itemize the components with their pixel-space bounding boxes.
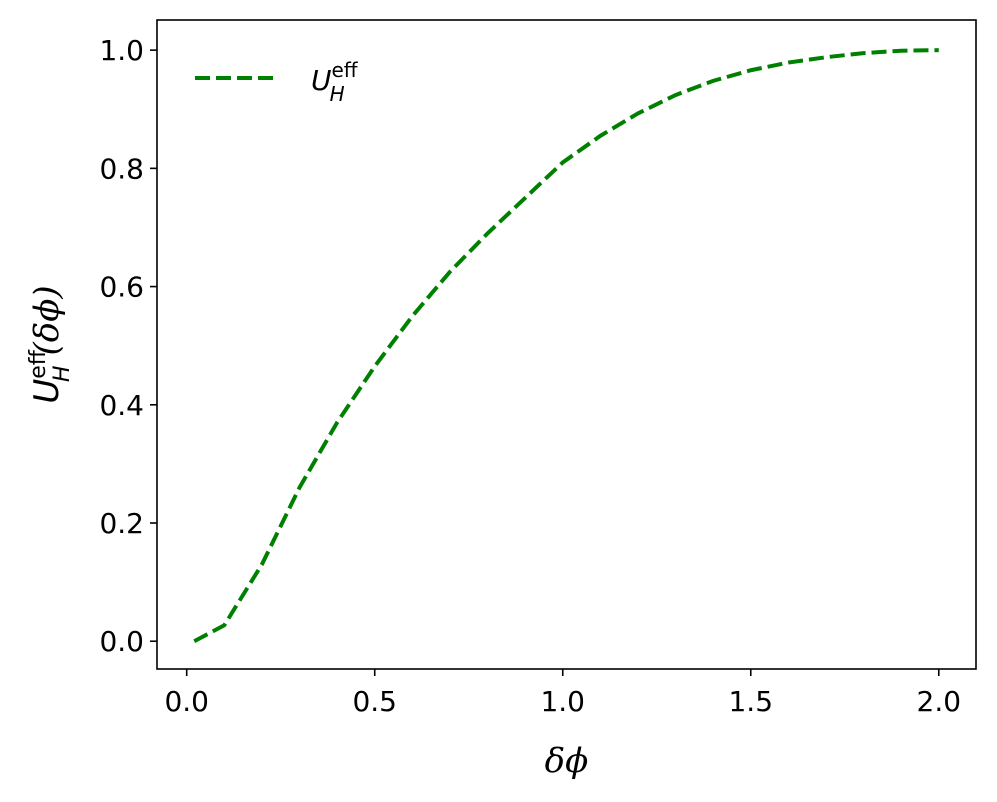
x-axis-label: δϕ [545, 741, 589, 781]
data-line [193, 48, 939, 643]
plot-frame [156, 19, 977, 670]
x-tick-label: 2.0 [917, 685, 962, 718]
legend-label: Ueff H [311, 58, 359, 106]
legend-main: U [311, 64, 332, 97]
legend-sup: eff [332, 58, 359, 82]
y-label-sub: H [50, 366, 75, 383]
x-tick-label: 1.5 [728, 685, 773, 718]
y-label-sup: eff [26, 349, 51, 379]
y-tick-label: 0.4 [99, 389, 144, 422]
y-tick-label: 0.2 [99, 507, 144, 540]
y-tick-label: 0.0 [99, 625, 144, 658]
y-label-arg: (δϕ) [27, 285, 67, 355]
y-tick-label: 0.8 [99, 152, 144, 185]
y-label-main: U [27, 379, 67, 404]
y-tick-label: 1.0 [99, 34, 144, 67]
y-axis-label: UeffH (δϕ) [26, 285, 75, 403]
y-tick-label: 0.6 [99, 271, 144, 304]
x-tick-label: 0.5 [352, 685, 397, 718]
legend-sub: H [330, 82, 345, 106]
x-tick-label: 1.0 [540, 685, 585, 718]
x-tick-label: 0.0 [164, 685, 209, 718]
